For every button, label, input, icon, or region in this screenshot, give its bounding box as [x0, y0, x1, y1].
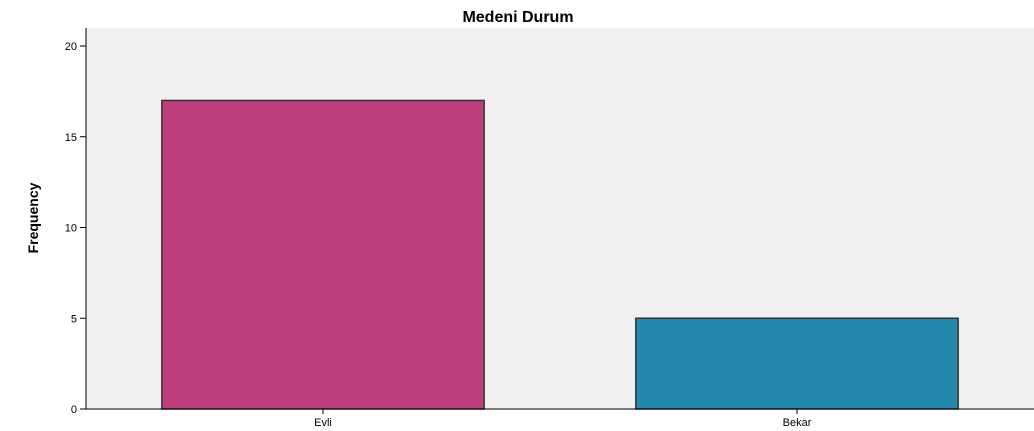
bar-evli [161, 99, 485, 410]
y-tick-label: 20 [65, 41, 77, 53]
y-tick-label: 15 [65, 132, 77, 144]
y-tick-label: 0 [71, 404, 77, 416]
x-tick-labels: Evli Bekar [314, 409, 812, 429]
y-tick-label: 5 [71, 313, 77, 325]
x-tick-label: Evli [314, 417, 332, 429]
y-axis-label: Frequency [25, 182, 41, 253]
bars-layer [161, 99, 959, 410]
x-tick-label: Bekar [783, 417, 812, 429]
y-ticks: 0 5 10 15 20 [65, 41, 86, 416]
y-tick-label: 10 [65, 223, 77, 235]
chart-title: Medeni Durum [462, 9, 573, 26]
bar-bekar [635, 317, 959, 410]
